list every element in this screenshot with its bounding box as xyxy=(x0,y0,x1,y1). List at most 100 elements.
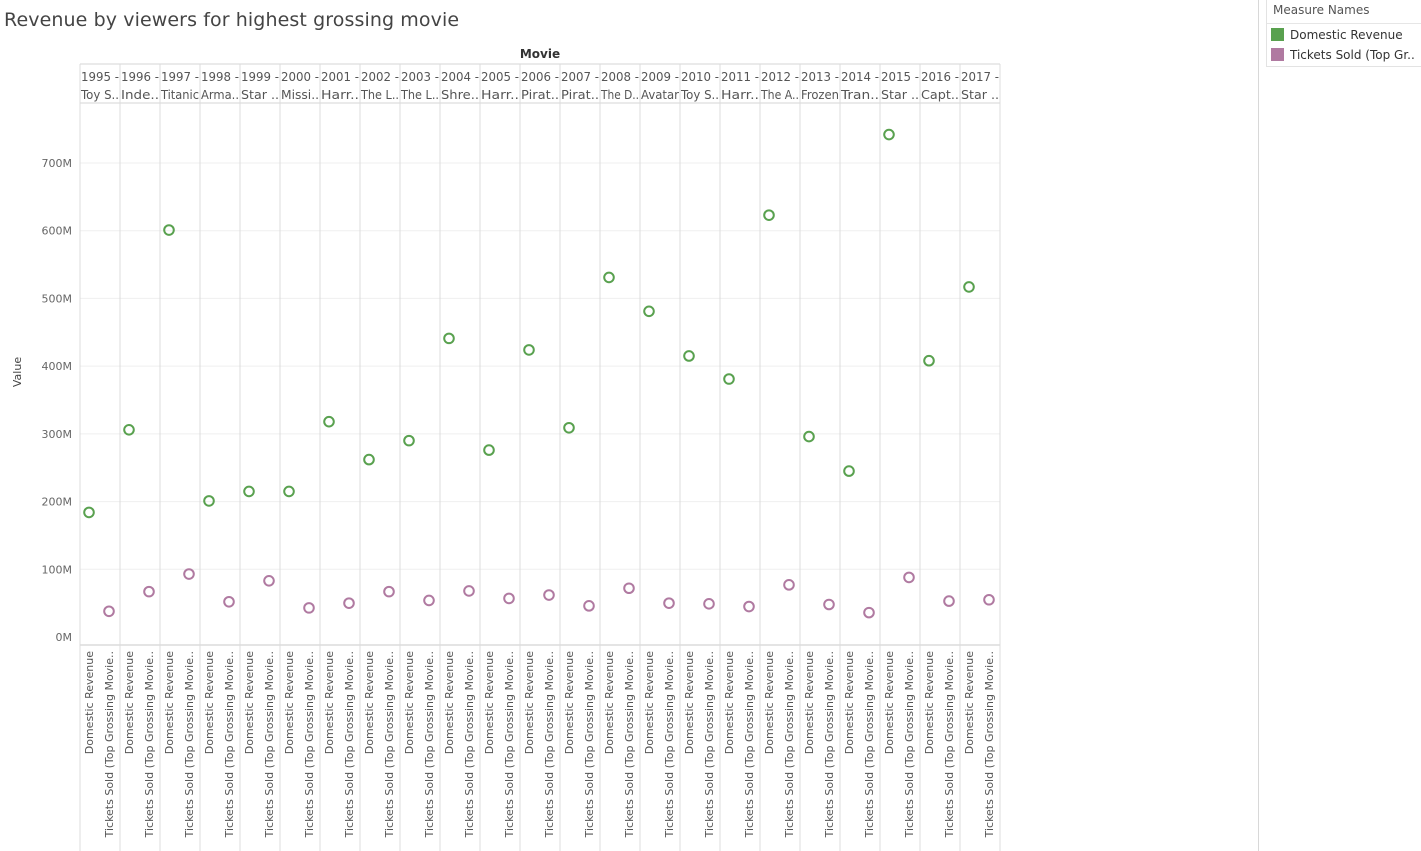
column-header-movie: Harr.. xyxy=(721,88,759,102)
column-header-year: 2003 - xyxy=(401,70,439,84)
point-tickets-sold xyxy=(663,597,675,609)
x-measure-label: Tickets Sold (Top Grossing Movie.. xyxy=(903,651,916,838)
x-measure-label: Tickets Sold (Top Grossing Movie.. xyxy=(663,651,676,838)
column-header-movie: The D.. xyxy=(600,88,639,102)
x-measure-label: Tickets Sold (Top Grossing Movie.. xyxy=(743,651,756,838)
x-measure-label: Domestic Revenue xyxy=(443,651,456,754)
point-tickets-sold xyxy=(823,598,835,611)
x-measure-label: Tickets Sold (Top Grossing Movie.. xyxy=(783,651,796,838)
y-axis-title: Value xyxy=(11,357,24,387)
x-measure-label: Tickets Sold (Top Grossing Movie.. xyxy=(183,651,196,838)
column-header-title: Movie xyxy=(520,47,560,61)
column-header-year: 2001 - xyxy=(321,70,359,84)
point-domestic-revenue xyxy=(563,421,575,434)
y-tick-label: 0M xyxy=(56,631,73,644)
legend-label: Domestic Revenue xyxy=(1290,28,1403,42)
point-domestic-revenue xyxy=(283,485,295,498)
column-header-year: 2007 - xyxy=(561,70,599,84)
legend[interactable]: Measure Names Domestic Revenue Tickets S… xyxy=(1266,0,1421,67)
gridlines xyxy=(80,162,1000,570)
x-measure-label: Tickets Sold (Top Grossing Movie.. xyxy=(423,651,436,838)
y-tick-label: 600M xyxy=(42,225,73,238)
column-header-year: 1998 - xyxy=(201,70,239,84)
column-header-movie: Titanic xyxy=(160,88,199,102)
point-tickets-sold xyxy=(143,585,155,598)
column-header-movie: Frozen xyxy=(801,88,839,102)
point-tickets-sold xyxy=(183,568,195,580)
point-domestic-revenue xyxy=(443,332,455,345)
legend-label: Tickets Sold (Top Gr.. xyxy=(1290,48,1415,62)
x-measure-label: Domestic Revenue xyxy=(843,651,856,754)
legend-swatch xyxy=(1271,48,1284,61)
point-domestic-revenue xyxy=(603,271,615,284)
column-header-movie: Toy S.. xyxy=(80,88,119,102)
point-tickets-sold xyxy=(543,589,555,601)
column-header-movie: Star .. xyxy=(961,88,999,102)
column-header-movie: Harr.. xyxy=(481,88,519,102)
x-measure-label: Domestic Revenue xyxy=(563,651,576,754)
column-header-year: 2011 - xyxy=(721,70,759,84)
legend-title: Measure Names xyxy=(1273,3,1370,17)
point-domestic-revenue xyxy=(723,373,735,385)
column-header-movie: The A.. xyxy=(760,88,799,102)
legend-swatch xyxy=(1271,28,1284,41)
point-domestic-revenue xyxy=(763,209,775,221)
x-measure-label: Domestic Revenue xyxy=(763,651,776,754)
legend-separator xyxy=(1267,23,1421,24)
x-measure-label: Domestic Revenue xyxy=(323,651,336,754)
column-header-movie: Toy S.. xyxy=(680,88,719,102)
column-header-year: 2017 - xyxy=(961,70,999,84)
data-marks xyxy=(83,128,995,619)
point-tickets-sold xyxy=(223,595,235,608)
column-header-movie: Pirat.. xyxy=(561,88,599,102)
column-header-year: 2008 - xyxy=(601,70,639,84)
x-measure-label: Tickets Sold (Top Grossing Movie.. xyxy=(703,651,716,838)
point-domestic-revenue xyxy=(403,434,415,447)
point-domestic-revenue xyxy=(643,305,655,318)
column-header-year: 1997 - xyxy=(161,70,199,84)
column-header-year: 2010 - xyxy=(681,70,719,84)
legend-item-tickets-sold[interactable]: Tickets Sold (Top Gr.. xyxy=(1271,47,1419,63)
column-header-movie: Harr.. xyxy=(321,88,359,102)
column-header-movie: Arma.. xyxy=(201,88,239,102)
column-header-year: 1999 - xyxy=(241,70,279,84)
x-measure-label: Domestic Revenue xyxy=(83,651,96,754)
column-header-movie: Missi.. xyxy=(281,88,319,102)
column-header-year: 2005 - xyxy=(481,70,519,84)
x-measure-label: Domestic Revenue xyxy=(723,651,736,754)
x-measure-label: Tickets Sold (Top Grossing Movie.. xyxy=(383,651,396,838)
y-tick-label: 500M xyxy=(42,292,73,305)
point-domestic-revenue xyxy=(523,344,535,356)
x-measure-label: Tickets Sold (Top Grossing Movie.. xyxy=(463,651,476,838)
x-measure-label: Tickets Sold (Top Grossing Movie.. xyxy=(503,651,516,838)
column-header-movie: The L.. xyxy=(360,88,399,102)
point-domestic-revenue xyxy=(483,444,495,456)
column-header-year: 2004 - xyxy=(441,70,479,84)
x-measure-label: Domestic Revenue xyxy=(363,651,376,754)
point-domestic-revenue xyxy=(323,415,335,428)
x-measure-label: Domestic Revenue xyxy=(923,651,936,754)
column-header-year: 2002 - xyxy=(361,70,399,84)
x-measure-label: Tickets Sold (Top Grossing Movie.. xyxy=(823,651,836,838)
column-header-year: 1995 - xyxy=(81,70,119,84)
point-tickets-sold xyxy=(463,585,475,597)
x-measure-label: Tickets Sold (Top Grossing Movie.. xyxy=(583,651,596,838)
x-measure-label: Domestic Revenue xyxy=(883,651,896,754)
x-measure-label: Tickets Sold (Top Grossing Movie.. xyxy=(343,651,356,838)
x-measure-label: Tickets Sold (Top Grossing Movie.. xyxy=(263,651,276,838)
point-domestic-revenue xyxy=(123,423,135,436)
point-domestic-revenue xyxy=(243,485,255,498)
point-tickets-sold xyxy=(703,598,715,610)
column-header-year: 2014 - xyxy=(841,70,879,84)
legend-item-domestic-revenue[interactable]: Domestic Revenue xyxy=(1271,27,1419,43)
x-measure-label: Domestic Revenue xyxy=(283,651,296,754)
y-tick-label: 700M xyxy=(42,157,73,170)
point-domestic-revenue xyxy=(883,128,895,141)
point-domestic-revenue xyxy=(203,495,215,507)
column-header-movie: Tran.. xyxy=(840,88,879,102)
point-tickets-sold xyxy=(303,602,315,614)
column-header-movie: Inde.. xyxy=(121,88,159,102)
column-header-year: 2016 - xyxy=(921,70,959,84)
point-domestic-revenue xyxy=(923,354,935,367)
